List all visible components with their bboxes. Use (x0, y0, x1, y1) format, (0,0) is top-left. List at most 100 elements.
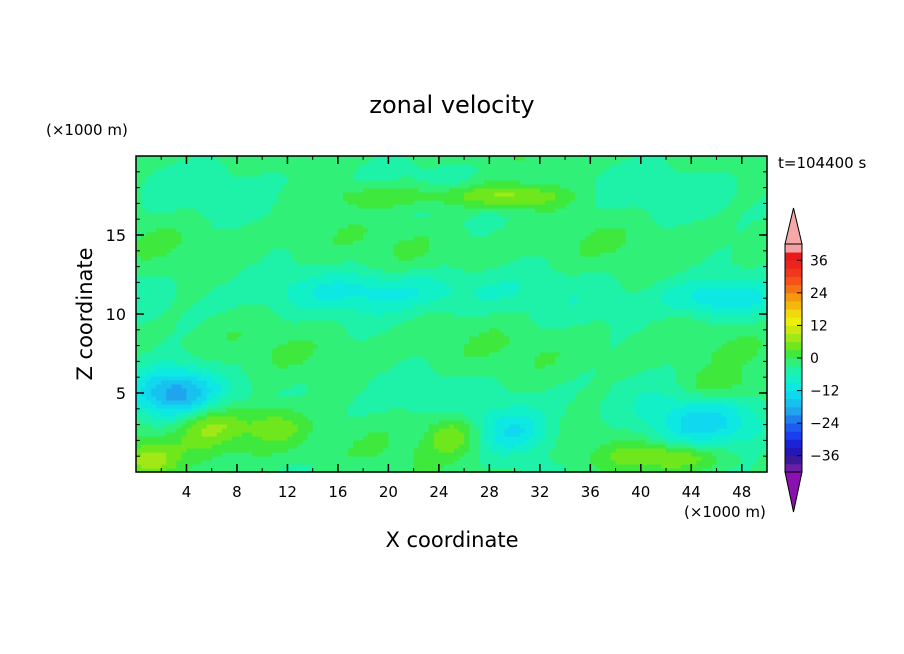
field-cell (398, 436, 405, 441)
field-cell (141, 352, 147, 357)
field-cell (388, 268, 395, 273)
field-cell (252, 396, 258, 401)
field-cell (378, 396, 384, 401)
field-cell (236, 236, 243, 241)
field-cell (393, 404, 400, 409)
field-cell (252, 156, 258, 161)
field-cell (443, 172, 450, 177)
field-cell (247, 400, 253, 405)
field-cell (282, 416, 289, 421)
field-cell (176, 220, 183, 225)
field-cell (282, 456, 289, 461)
field-cell (413, 284, 420, 289)
field-cell (196, 264, 203, 269)
field-cell (136, 308, 142, 313)
field-cell (211, 400, 218, 405)
field-cell (277, 288, 283, 293)
field-cell (287, 212, 294, 217)
field-cell (156, 320, 162, 325)
field-cell (423, 448, 430, 453)
field-cell (272, 204, 278, 209)
field-cell (136, 380, 142, 385)
field-cell (287, 420, 294, 425)
field-cell (151, 204, 157, 209)
field-cell (176, 208, 183, 213)
field-cell (257, 428, 263, 433)
field-cell (201, 444, 208, 449)
field-cell (342, 440, 349, 445)
field-cell (247, 316, 253, 321)
field-cell (272, 160, 278, 165)
field-cell (216, 252, 223, 257)
field-cell (342, 368, 349, 373)
field-cell (252, 372, 258, 377)
field-cell (353, 316, 359, 321)
field-cell (257, 164, 263, 169)
field-cell (146, 232, 152, 237)
field-cell (363, 400, 369, 405)
field-cell (322, 452, 329, 457)
field-cell (186, 464, 193, 469)
field-cell (231, 180, 238, 185)
field-cell (287, 176, 294, 181)
field-cell (186, 176, 193, 181)
field-cell (398, 444, 405, 449)
field-cell (353, 432, 359, 437)
field-cell (171, 156, 177, 161)
field-cell (247, 468, 253, 473)
field-cell (211, 348, 218, 353)
field-cell (413, 324, 420, 329)
field-cell (171, 272, 177, 277)
field-cell (383, 380, 389, 385)
field-cell (181, 200, 188, 205)
field-cell (211, 452, 218, 457)
field-cell (231, 344, 238, 349)
field-cell (332, 428, 339, 433)
field-cell (348, 376, 354, 381)
field-cell (332, 156, 339, 161)
field-cell (206, 164, 213, 169)
field-cell (312, 272, 319, 277)
field-cell (423, 216, 430, 221)
field-cell (191, 320, 198, 325)
field-cell (272, 440, 278, 445)
field-cell (297, 404, 304, 409)
field-cell (418, 344, 425, 349)
field-cell (317, 164, 324, 169)
field-cell (161, 172, 167, 177)
field-cell (176, 324, 183, 329)
field-cell (151, 304, 157, 309)
field-cell (353, 164, 359, 169)
field-cell (221, 388, 228, 393)
field-cell (438, 388, 445, 393)
field-cell (262, 388, 268, 393)
field-cell (201, 420, 208, 425)
field-cell (443, 160, 450, 165)
field-cell (368, 296, 374, 301)
field-cell (348, 280, 354, 285)
field-cell (186, 328, 193, 333)
field-cell (231, 408, 238, 413)
field-cell (408, 308, 415, 313)
field-cell (307, 436, 314, 441)
field-cell (368, 292, 374, 297)
field-cell (317, 324, 324, 329)
field-cell (433, 424, 440, 429)
field-cell (287, 320, 294, 325)
field-cell (171, 276, 177, 281)
field-cell (438, 296, 445, 301)
field-cell (322, 240, 329, 245)
field-cell (418, 444, 425, 449)
field-cell (413, 456, 420, 461)
field-cell (373, 408, 379, 413)
field-cell (262, 192, 268, 197)
field-cell (191, 440, 198, 445)
field-cell (378, 272, 384, 277)
field-cell (418, 228, 425, 233)
field-cell (171, 412, 177, 417)
field-cell (433, 168, 440, 173)
field-cell (297, 308, 304, 313)
field-cell (211, 332, 218, 337)
field-cell (236, 244, 243, 249)
field-cell (403, 292, 410, 297)
